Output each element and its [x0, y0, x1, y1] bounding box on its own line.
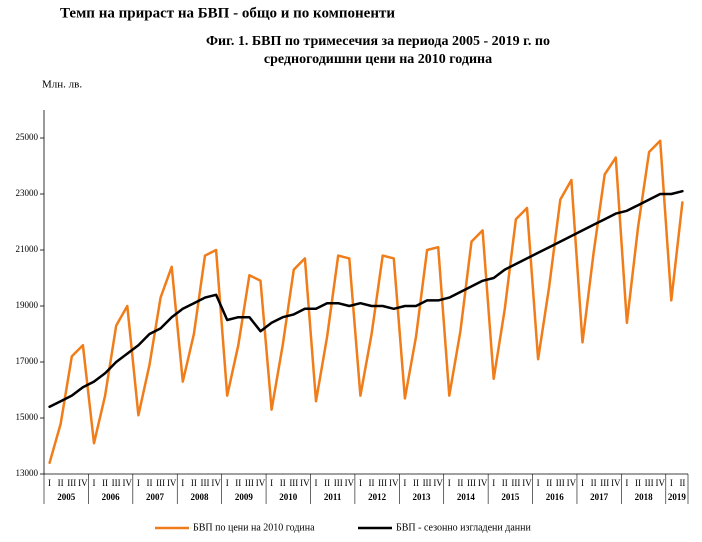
x-tick-label: II [413, 478, 419, 488]
x-tick-label: III [600, 478, 609, 488]
chart-title: Фиг. 1. БВП по тримесечия за периода 200… [206, 34, 550, 49]
x-tick-label: I [448, 478, 451, 488]
x-tick-label: I [137, 478, 140, 488]
x-tick-label: II [502, 478, 508, 488]
x-tick-label: IV [522, 478, 532, 488]
x-tick-label: III [556, 478, 565, 488]
x-tick-label: I [181, 478, 184, 488]
x-tick-label: IV [167, 478, 177, 488]
year-label: 2019 [668, 492, 687, 502]
x-tick-label: I [226, 478, 229, 488]
x-tick-label: I [315, 478, 318, 488]
y-axis-label: Млн. лв. [42, 79, 82, 91]
x-tick-label: II [146, 478, 152, 488]
x-tick-label: II [235, 478, 241, 488]
year-label: 2011 [324, 492, 342, 502]
x-tick-label: I [492, 478, 495, 488]
x-tick-label: I [270, 478, 273, 488]
y-tick-label: 15000 [16, 412, 39, 422]
x-tick-label: I [537, 478, 540, 488]
year-label: 2018 [635, 492, 654, 502]
y-tick-label: 19000 [16, 300, 39, 310]
legend-label: БВП по цени на 2010 година [193, 522, 315, 533]
x-tick-label: II [280, 478, 286, 488]
y-tick-label: 21000 [16, 244, 39, 254]
x-tick-label: II [191, 478, 197, 488]
x-tick-label: I [92, 478, 95, 488]
x-tick-label: IV [433, 478, 443, 488]
x-tick-label: IV [78, 478, 88, 488]
series-line [48, 139, 684, 465]
x-tick-label: I [403, 478, 406, 488]
year-label: 2014 [457, 492, 476, 502]
x-tick-label: II [679, 478, 685, 488]
x-tick-label: IV [478, 478, 488, 488]
x-tick-label: I [581, 478, 584, 488]
year-label: 2007 [146, 492, 165, 502]
year-label: 2009 [235, 492, 254, 502]
year-label: 2010 [279, 492, 298, 502]
year-label: 2017 [590, 492, 609, 502]
x-tick-label: IV [611, 478, 621, 488]
x-tick-label: III [334, 478, 343, 488]
x-tick-label: IV [123, 478, 133, 488]
year-label: 2015 [501, 492, 520, 502]
x-tick-label: III [156, 478, 165, 488]
x-tick-label: IV [345, 478, 355, 488]
year-label: 2008 [190, 492, 209, 502]
x-tick-label: II [324, 478, 330, 488]
y-tick-label: 25000 [16, 132, 39, 142]
x-tick-label: III [511, 478, 520, 488]
page-title: Темп на прираст на БВП - общо и по компо… [60, 5, 395, 21]
y-tick-label: 13000 [16, 468, 39, 478]
x-tick-label: I [670, 478, 673, 488]
x-tick-label: IV [256, 478, 266, 488]
x-tick-label: II [102, 478, 108, 488]
year-label: 2016 [546, 492, 565, 502]
x-tick-label: I [48, 478, 51, 488]
x-tick-label: II [369, 478, 375, 488]
x-tick-label: II [58, 478, 64, 488]
x-tick-label: I [625, 478, 628, 488]
x-tick-label: III [423, 478, 432, 488]
x-tick-label: III [378, 478, 387, 488]
x-tick-label: II [457, 478, 463, 488]
year-label: 2012 [368, 492, 387, 502]
x-tick-label: III [245, 478, 254, 488]
year-label: 2013 [413, 492, 432, 502]
x-tick-label: III [112, 478, 121, 488]
y-tick-label: 23000 [16, 188, 39, 198]
x-tick-label: IV [300, 478, 310, 488]
x-tick-label: IV [655, 478, 665, 488]
x-tick-label: II [591, 478, 597, 488]
y-tick-label: 17000 [16, 356, 39, 366]
x-tick-label: III [645, 478, 654, 488]
x-tick-label: III [201, 478, 210, 488]
x-tick-label: IV [211, 478, 221, 488]
x-tick-label: II [546, 478, 552, 488]
x-tick-label: III [67, 478, 76, 488]
x-tick-label: IV [567, 478, 577, 488]
x-tick-label: I [359, 478, 362, 488]
x-tick-label: II [635, 478, 641, 488]
legend-label: БВП - сезонно изгладени данни [396, 522, 531, 533]
x-tick-label: IV [389, 478, 399, 488]
x-tick-label: III [467, 478, 476, 488]
chart-title: средногодишни цени на 2010 година [264, 52, 492, 67]
year-label: 2005 [57, 492, 76, 502]
series-line [48, 189, 684, 409]
year-label: 2006 [102, 492, 121, 502]
x-tick-label: III [289, 478, 298, 488]
